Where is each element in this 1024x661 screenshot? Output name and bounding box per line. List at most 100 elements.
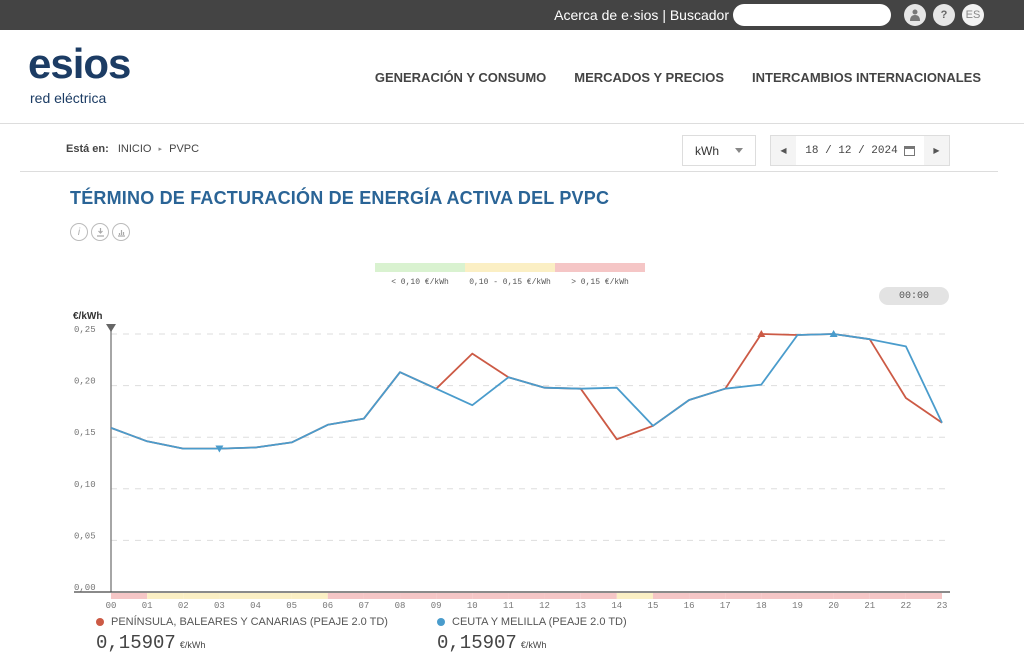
- y-tick-label: 0,00: [74, 583, 96, 593]
- price-scale-high: > 0,15 €/kWh: [555, 263, 645, 287]
- hour-price-band: [544, 593, 581, 599]
- chevron-right-icon: ▶: [933, 146, 940, 155]
- max-marker-icon: [757, 330, 766, 337]
- nav-mercados-precios[interactable]: MERCADOS Y PRECIOS: [574, 70, 725, 85]
- unit-select[interactable]: kWh: [682, 135, 756, 166]
- hour-price-band: [905, 593, 942, 599]
- series-color-dot: [437, 618, 445, 626]
- series-line-0[interactable]: [110, 333, 943, 450]
- y-tick-label: 0,20: [74, 377, 96, 387]
- series-peninsula-name: PENÍNSULA, BALEARES Y CANARIAS (PEAJE 2.…: [111, 616, 388, 628]
- price-scale-high-label: > 0,15 €/kWh: [571, 278, 629, 287]
- logo[interactable]: esios: [28, 40, 131, 87]
- y-tick-label: 0,10: [74, 480, 96, 490]
- breadcrumb-separator-icon: ▸: [158, 146, 163, 154]
- y-tick-label: 0,15: [74, 428, 96, 438]
- hour-price-band: [291, 593, 328, 599]
- hour-price-band: [652, 593, 690, 599]
- breadcrumb-inicio[interactable]: INICIO: [117, 143, 152, 155]
- series-line-1[interactable]: [110, 333, 943, 450]
- unit-value: kWh: [695, 143, 719, 158]
- series-color-dot: [96, 618, 104, 626]
- calendar-icon[interactable]: [903, 145, 915, 156]
- x-tick-label: 01: [142, 601, 153, 611]
- price-scale-low: < 0,10 €/kWh: [375, 263, 465, 287]
- x-tick-label: 18: [756, 601, 767, 611]
- hour-price-band: [436, 593, 473, 599]
- series-peninsula-value: 0,15907: [96, 632, 176, 654]
- time-indicator[interactable]: 00:00: [879, 287, 949, 305]
- min-marker-icon: [215, 445, 224, 453]
- x-tick-label: 08: [395, 601, 406, 611]
- series-peninsula-unit: €/kWh: [179, 640, 206, 650]
- x-tick-label: 11: [503, 601, 514, 611]
- hour-price-band: [400, 593, 437, 599]
- hour-price-band: [869, 593, 906, 599]
- x-tick-label: 20: [828, 601, 839, 611]
- help-button[interactable]: ?: [933, 4, 955, 26]
- search-input[interactable]: [733, 4, 891, 26]
- x-tick-label: 17: [720, 601, 731, 611]
- hour-price-band: [183, 593, 220, 599]
- hour-price-band: [111, 593, 148, 599]
- hour-price-band: [580, 593, 617, 599]
- price-line-chart[interactable]: €/kWh 0,00 0,05 0,10 0,15 0,20 0,25 00 01 02 03 04 0…: [0, 300, 1024, 615]
- language-button[interactable]: ES: [962, 4, 984, 26]
- hour-price-band: [689, 593, 726, 599]
- x-tick-label: 19: [792, 601, 803, 611]
- chart-icon[interactable]: [112, 223, 130, 241]
- x-tick-label: 16: [684, 601, 695, 611]
- hour-price-band: [833, 593, 870, 599]
- chevron-down-icon: [735, 148, 743, 153]
- breadcrumb-prefix: Está en:: [66, 143, 109, 155]
- x-tick-label: 04: [250, 601, 261, 611]
- breadcrumb: Está en: INICIO ▸ PVPC: [66, 143, 199, 155]
- x-tick-label: 09: [431, 601, 442, 611]
- x-tick-label: 02: [178, 601, 189, 611]
- nav-generacion-consumo[interactable]: GENERACIÓN Y CONSUMO: [374, 70, 547, 85]
- price-scale-low-bar: [375, 263, 465, 272]
- price-scale-low-label: < 0,10 €/kWh: [391, 278, 449, 287]
- page-title: TÉRMINO DE FACTURACIÓN DE ENERGÍA ACTIVA…: [70, 188, 610, 208]
- user-icon: [910, 9, 920, 21]
- nav-intercambios[interactable]: INTERCAMBIOS INTERNACIONALES: [752, 70, 981, 85]
- date-input[interactable]: 18 / 12 / 2024: [796, 145, 924, 157]
- top-links: Acerca de e·sios | Buscador: [554, 7, 729, 23]
- x-tick-label: 21: [864, 601, 875, 611]
- series-ceuta-value: 0,15907: [437, 632, 517, 654]
- logo-subtitle: red eléctrica: [30, 90, 107, 106]
- header: esios red eléctrica GENERACIÓN Y CONSUMO…: [0, 30, 1024, 124]
- y-tick-label: 0,05: [74, 531, 96, 541]
- x-tick-label: 14: [611, 601, 622, 611]
- time-cursor-icon[interactable]: [106, 324, 116, 332]
- price-scale-mid-bar: [465, 263, 555, 272]
- x-tick-label: 13: [575, 601, 586, 611]
- user-button[interactable]: [904, 4, 926, 26]
- hour-price-band: [327, 593, 364, 599]
- hour-price-band: [219, 593, 256, 599]
- x-tick-label: 05: [286, 601, 297, 611]
- download-icon[interactable]: [91, 223, 109, 241]
- hour-price-band: [147, 593, 184, 599]
- series-ceuta-name: CEUTA Y MELILLA (PEAJE 2.0 TD): [452, 616, 627, 628]
- date-value: 18 / 12 / 2024: [805, 144, 898, 157]
- breadcrumb-bar: Está en: INICIO ▸ PVPC kWh ◀ 18 / 12 / 2…: [20, 125, 998, 172]
- prev-day-button[interactable]: ◀: [771, 136, 796, 165]
- hour-price-band: [761, 593, 798, 599]
- date-picker: ◀ 18 / 12 / 2024 ▶: [770, 135, 950, 166]
- hour-price-band: [616, 593, 653, 599]
- hour-price-band: [363, 593, 401, 599]
- main-nav: GENERACIÓN Y CONSUMO MERCADOS Y PRECIOS …: [375, 70, 981, 85]
- action-icons: i: [70, 223, 130, 241]
- info-icon[interactable]: i: [70, 223, 88, 241]
- max-marker-icon: [829, 330, 838, 337]
- about-link[interactable]: Acerca de e·sios: [554, 7, 659, 23]
- x-tick-label: 06: [322, 601, 333, 611]
- x-tick-label: 10: [467, 601, 478, 611]
- hour-price-band: [255, 593, 292, 599]
- hour-price-band: [725, 593, 762, 599]
- price-scale-mid: 0,10 - 0,15 €/kWh: [465, 263, 555, 287]
- breadcrumb-pvpc[interactable]: PVPC: [169, 143, 200, 155]
- x-tick-label: 12: [539, 601, 550, 611]
- next-day-button[interactable]: ▶: [924, 136, 949, 165]
